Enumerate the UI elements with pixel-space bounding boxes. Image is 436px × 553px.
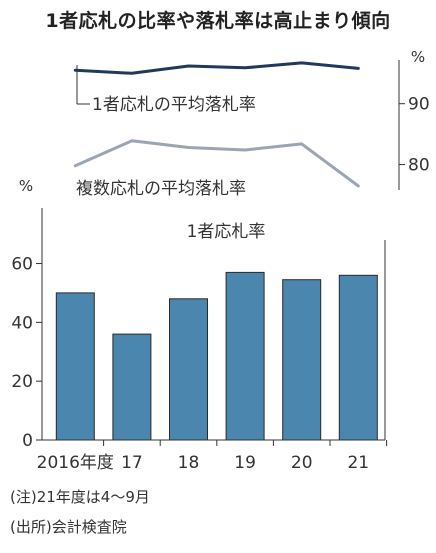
bar bbox=[169, 298, 208, 441]
bar-chart-title: 1者応札率 bbox=[187, 222, 266, 242]
x-tick-label: 21 bbox=[347, 453, 369, 473]
series-label-multi-bidder: 複数応札の平均落札率 bbox=[76, 179, 246, 199]
line-y-tick-label: 90 bbox=[408, 95, 430, 115]
line-series-one-bidder bbox=[73, 61, 360, 75]
line-unit-label: % bbox=[411, 48, 425, 66]
series-label-one-bidder: 1者応札の平均落札率 bbox=[92, 95, 256, 115]
bar bbox=[55, 292, 95, 441]
bar bbox=[282, 279, 322, 441]
x-tick-label: 17 bbox=[121, 453, 143, 473]
source-text: (出所)会計検査院 bbox=[10, 518, 127, 536]
x-tick-label: 2016年度 bbox=[37, 453, 114, 473]
bar bbox=[112, 333, 152, 441]
bar-y-tick-label: 60 bbox=[11, 255, 33, 275]
note-text: (注)21年度は4〜9月 bbox=[10, 488, 150, 506]
bar-y-tick-label: 40 bbox=[11, 313, 33, 333]
line-chart: % 80 90 1者応札の平均落札率 複数応札の平均落札率 bbox=[73, 48, 430, 199]
bar-y-tick-label: 0 bbox=[22, 431, 33, 451]
bar-unit-label: % bbox=[19, 177, 33, 195]
bar-y-tick-label: 20 bbox=[11, 372, 33, 392]
line-y-tick-label: 80 bbox=[408, 156, 430, 176]
bar-chart: % 1者応札率 0 20 40 60 2016年度 17 18 19 20 21 bbox=[11, 177, 388, 473]
page-title: 1者応札の比率や落札率は高止まり傾向 bbox=[45, 10, 391, 32]
bar bbox=[225, 271, 265, 441]
x-tick-label: 18 bbox=[178, 453, 200, 473]
bar bbox=[338, 274, 378, 441]
x-tick-label: 20 bbox=[291, 453, 313, 473]
x-tick-label: 19 bbox=[234, 453, 256, 473]
line-series-multi-bidder bbox=[73, 139, 360, 188]
